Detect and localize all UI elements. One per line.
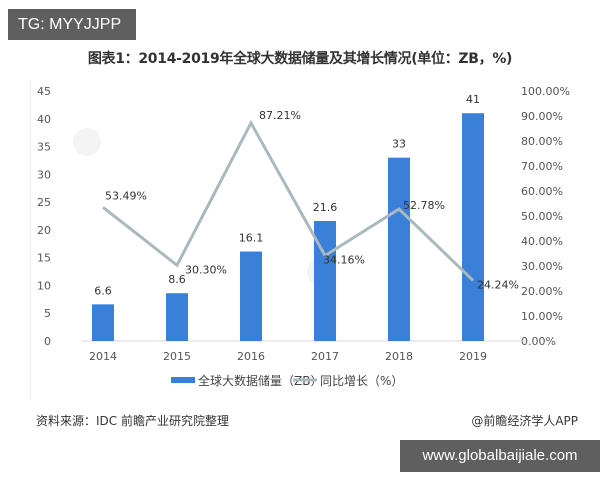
bar (92, 304, 114, 341)
right-tick-label: 90.00% (521, 110, 563, 123)
url-watermark-badge: www.globalbaijiale.com (400, 440, 600, 472)
bar-value-label: 21.6 (313, 201, 338, 214)
left-tick-label: 5 (44, 307, 51, 320)
x-tick-label: 2014 (89, 350, 117, 363)
right-tick-label: 10.00% (521, 310, 563, 323)
bar (388, 157, 410, 341)
chart-area: 0 5 10 15 20 25 30 35 40 45 0.00% 10.00% 20.00% 30.0… (30, 80, 591, 400)
right-tick-label: 60.00% (521, 185, 563, 198)
x-tick-label: 2017 (311, 350, 339, 363)
right-tick-label: 20.00% (521, 285, 563, 298)
legend-bar-label: 全球大数据储量（ZB） (198, 373, 322, 388)
right-tick-label: 80.00% (521, 135, 563, 148)
left-tick-label: 10 (37, 279, 51, 292)
right-tick-label: 100.00% (521, 85, 570, 98)
line-value-label: 34.16% (323, 254, 365, 267)
bar-value-label: 6.6 (94, 284, 112, 297)
line-value-label: 30.30% (185, 263, 227, 276)
bar (462, 113, 484, 341)
line-value-label: 24.24% (477, 278, 519, 291)
bar-value-label: 16.1 (239, 232, 264, 245)
legend-bar-swatch (171, 377, 195, 383)
x-tick-label: 2015 (163, 350, 191, 363)
bar (166, 293, 188, 341)
chart-title: 图表1：2014-2019年全球大数据储量及其增长情况(单位：ZB，%) (87, 51, 513, 67)
line-value-label: 87.21% (259, 109, 301, 122)
legend-line-label: 同比增长（%） (320, 374, 403, 388)
left-tick-label: 45 (37, 85, 51, 98)
combo-chart: 0 5 10 15 20 25 30 35 40 45 0.00% 10.00% 20.00% 30.0… (37, 85, 570, 388)
left-tick-label: 15 (37, 252, 51, 265)
x-tick-label: 2016 (237, 350, 265, 363)
growth-line (102, 119, 475, 282)
right-tick-label: 0.00% (521, 335, 556, 348)
line-value-label: 53.49% (105, 189, 147, 202)
left-tick-label: 0 (44, 335, 51, 348)
left-tick-label: 35 (37, 141, 51, 154)
left-tick-label: 20 (37, 224, 51, 237)
left-axis-ticks: 0 5 10 15 20 25 30 35 40 45 (37, 85, 51, 348)
left-tick-label: 30 (37, 168, 51, 181)
bar-value-label: 33 (392, 138, 406, 151)
right-tick-label: 40.00% (521, 235, 563, 248)
bar (240, 251, 262, 341)
x-tick-label: 2019 (459, 350, 487, 363)
line-value-label: 52.78% (403, 199, 445, 212)
left-tick-label: 25 (37, 196, 51, 209)
right-tick-label: 70.00% (521, 160, 563, 173)
source-note: 资料来源：IDC 前瞻产业研究院整理 (36, 414, 229, 428)
bar-series (92, 113, 484, 341)
bar-value-labels: 6.6 8.6 16.1 21.6 33 41 (94, 93, 480, 297)
bar-value-label: 41 (466, 93, 480, 106)
right-axis-ticks: 0.00% 10.00% 20.00% 30.00% 40.00% 50.00% 60.00… (521, 85, 570, 348)
x-axis-labels: 2014 2015 2016 2017 2018 2019 (89, 350, 487, 363)
credit-note: @前瞻经济学人APP (471, 414, 578, 428)
x-tick-label: 2018 (385, 350, 413, 363)
legend: 全球大数据储量（ZB） 同比增长（%） (171, 373, 403, 388)
left-tick-label: 40 (37, 113, 51, 126)
bar-value-label: 8.6 (168, 273, 186, 286)
right-tick-label: 30.00% (521, 260, 563, 273)
line-value-labels: 53.49% 30.30% 87.21% 34.16% 52.78% 24.24% (105, 109, 519, 291)
right-tick-label: 50.00% (521, 210, 563, 223)
tg-watermark-badge: TG: MYYJJPP (8, 9, 136, 40)
